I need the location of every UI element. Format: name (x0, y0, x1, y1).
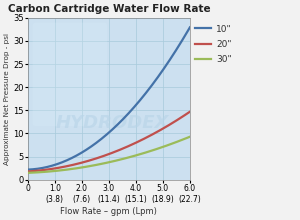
Line: 20": 20" (28, 112, 190, 171)
20" (26, 170, 30, 173)
10" (26, 168, 29, 171)
20" (163, 126, 166, 129)
30" (163, 145, 166, 148)
10" (188, 26, 192, 29)
30" (26, 172, 29, 174)
10" (125, 114, 129, 116)
Title: Carbon Cartridge Water Flow Rate: Carbon Cartridge Water Flow Rate (8, 4, 210, 14)
20" (173, 120, 176, 123)
30" (26, 172, 30, 174)
20" (122, 147, 125, 150)
30" (125, 157, 129, 159)
30" (122, 157, 126, 160)
Legend: 10", 20", 30": 10", 20", 30" (191, 21, 235, 68)
10" (173, 51, 176, 54)
Text: HYDRODEX: HYDRODEX (56, 114, 169, 132)
10" (26, 168, 30, 171)
20" (26, 170, 29, 173)
10" (122, 117, 126, 119)
Line: 10": 10" (28, 27, 190, 170)
20" (125, 145, 129, 148)
30" (122, 157, 125, 160)
Line: 30": 30" (28, 137, 190, 173)
FancyBboxPatch shape (33, 23, 107, 126)
10" (122, 117, 125, 120)
20" (122, 147, 126, 149)
Y-axis label: Approximate Net Pressure Drop - psi: Approximate Net Pressure Drop - psi (4, 33, 10, 165)
X-axis label: Flow Rate – gpm (Lpm): Flow Rate – gpm (Lpm) (60, 207, 157, 216)
30" (188, 135, 192, 138)
30" (173, 141, 176, 144)
20" (188, 110, 192, 113)
10" (163, 66, 166, 69)
